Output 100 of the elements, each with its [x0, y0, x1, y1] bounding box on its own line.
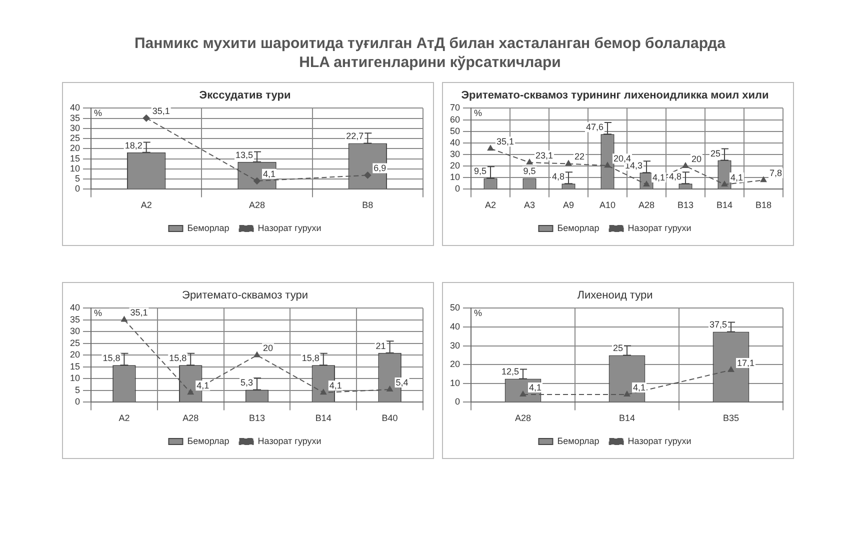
- x-tick-label: A28: [638, 200, 655, 210]
- legend-label: Назорат гурухи: [628, 222, 692, 233]
- point: [721, 180, 728, 186]
- legend-label: Беморлар: [557, 222, 600, 233]
- point: [121, 316, 128, 322]
- y-tick-label: 60: [450, 114, 460, 124]
- y-tick-label: 20: [70, 350, 80, 360]
- y-tick-label: 0: [74, 184, 80, 194]
- y-tick-label: 30: [70, 122, 80, 133]
- data-label: 4,1: [633, 382, 646, 392]
- text: Панмикс мухити шароитида туғилган АтД билан хасталанган бемор болаларда HLA антигенларини кўрсаткичлари: [133, 34, 727, 72]
- x-tick-label: A9: [563, 200, 574, 210]
- y-axis-title: %: [94, 308, 102, 318]
- y-tick-label: 30: [450, 148, 460, 159]
- data-label: 18,2: [124, 140, 142, 150]
- y-tick-label: 15: [70, 153, 80, 164]
- y-tick-label: 20: [450, 359, 460, 370]
- legend-label: Беморлар: [187, 436, 230, 446]
- y-tick-label: 15: [70, 361, 80, 372]
- y-tick-label: 0: [454, 184, 460, 194]
- data-label: 4,1: [529, 382, 542, 392]
- y-tick-label: 50: [450, 126, 460, 136]
- data-label: 6,9: [374, 163, 386, 174]
- y-tick-label: 40: [450, 321, 460, 332]
- x-tick-label: B35: [722, 413, 740, 424]
- point: [760, 176, 767, 182]
- point: [526, 158, 533, 164]
- point: [188, 389, 194, 395]
- data-label: 4,1: [263, 168, 276, 179]
- y-tick-label: 30: [450, 340, 460, 350]
- point: [386, 386, 393, 392]
- data-label: 25: [710, 148, 721, 158]
- legend-label: Назорат гурухи: [258, 436, 322, 446]
- y-tick-label: 0: [454, 396, 460, 407]
- x-tick-label: B14: [716, 200, 733, 210]
- point: [364, 172, 372, 179]
- x-tick-label: A2: [140, 200, 152, 210]
- chart-title: Лихеноид тури: [577, 290, 653, 302]
- data-label: 4,1: [730, 172, 744, 182]
- data-label: 22: [574, 152, 585, 162]
- y-tick-label: 10: [70, 373, 80, 384]
- data-label: 9,5: [523, 166, 536, 176]
- chart-title: Эритемато-сквамоз тури: [182, 290, 308, 302]
- data-label: 12,5: [501, 366, 520, 377]
- legend-label: Назорат гурухи: [258, 222, 322, 233]
- x-tick-label: A3: [524, 200, 536, 210]
- x-tick-label: B13: [249, 413, 266, 424]
- x-tick-label: A28: [182, 413, 199, 424]
- data-label: 47,6: [586, 122, 604, 132]
- point: [254, 352, 260, 358]
- y-tick-label: 40: [70, 302, 80, 313]
- point: [142, 114, 150, 122]
- y-axis-title: %: [474, 108, 482, 118]
- data-label: 15,8: [302, 353, 320, 364]
- data-label: 20: [263, 343, 274, 354]
- x-tick-label: A28: [515, 413, 532, 424]
- chart-title: Экссудатив тури: [199, 90, 291, 102]
- data-label: 4,1: [652, 172, 666, 182]
- data-label: 4,1: [329, 380, 342, 391]
- data-label: 4,1: [196, 380, 210, 391]
- data-label: 4,8: [668, 172, 682, 182]
- y-tick-label: 35: [70, 112, 80, 123]
- point: [487, 145, 494, 151]
- y-tick-label: 40: [70, 102, 80, 113]
- data-label: 23,1: [536, 150, 554, 160]
- data-label: 15,8: [169, 353, 187, 364]
- point: [320, 389, 326, 395]
- y-tick-label: 20: [70, 143, 80, 154]
- data-label: 4,8: [552, 172, 565, 182]
- y-tick-label: 25: [70, 338, 80, 348]
- data-label: 17,1: [737, 358, 755, 368]
- data-label: 15,8: [102, 353, 120, 364]
- data-label: 5,4: [396, 377, 408, 388]
- data-label: 13,5: [235, 150, 254, 160]
- x-tick-label: B14: [619, 413, 636, 424]
- data-label: 37,5: [709, 320, 728, 330]
- y-tick-label: 30: [70, 326, 80, 336]
- data-label: 35,1: [152, 106, 170, 116]
- y-tick-label: 20: [450, 160, 460, 171]
- point: [682, 162, 689, 168]
- data-label: 20: [692, 154, 702, 164]
- data-label: 35,1: [130, 308, 148, 318]
- legend-label: Назорат гурухи: [628, 436, 692, 446]
- point: [565, 160, 572, 166]
- point: [604, 162, 611, 168]
- x-tick-label: B8: [362, 200, 374, 210]
- data-label: 21: [376, 340, 386, 351]
- x-tick-label: B14: [315, 413, 332, 424]
- y-tick-label: 40: [450, 137, 460, 148]
- y-tick-label: 0: [74, 396, 80, 407]
- data-label: 9,5: [474, 166, 487, 176]
- y-tick-label: 10: [450, 378, 460, 388]
- data-label: 22,7: [346, 131, 364, 142]
- x-tick-label: B13: [677, 200, 694, 210]
- data-label: 25: [612, 343, 624, 354]
- y-tick-label: 35: [70, 314, 80, 324]
- legend-label: Беморлар: [187, 222, 230, 233]
- y-tick-label: 25: [70, 133, 80, 144]
- legend-label: Беморлар: [557, 436, 600, 446]
- y-tick-label: 5: [74, 384, 80, 395]
